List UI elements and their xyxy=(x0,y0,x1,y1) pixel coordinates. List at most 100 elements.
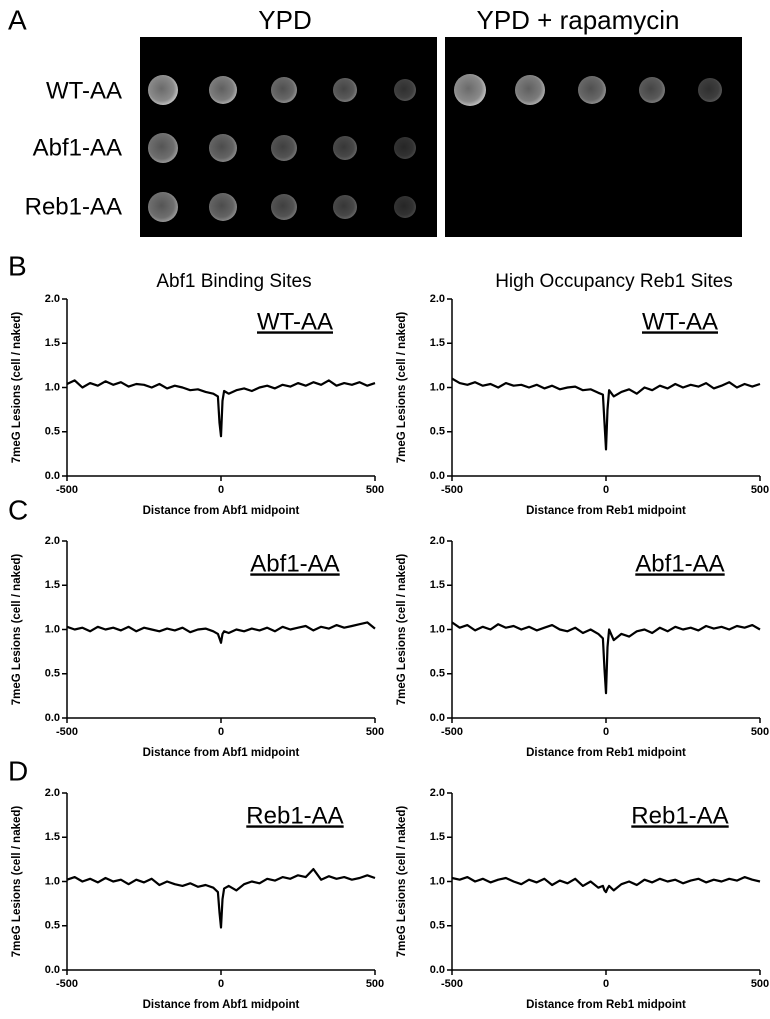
y-axis-label: 7meG Lesions (cell / naked) xyxy=(11,554,23,706)
colony-spot xyxy=(209,193,237,221)
y-tick-label: 1.5 xyxy=(45,831,60,843)
y-tick-label: 2.0 xyxy=(430,787,445,799)
panel-label: C xyxy=(8,494,28,525)
y-tick-label: 1.0 xyxy=(430,623,445,635)
y-tick-label: 1.0 xyxy=(45,623,60,635)
colony-spot xyxy=(271,135,297,161)
x-axis-label: Distance from Abf1 midpoint xyxy=(143,505,300,517)
column-title: High Occupancy Reb1 Sites xyxy=(495,271,733,292)
colony-spot xyxy=(271,194,297,220)
x-tick-label: -500 xyxy=(441,484,463,496)
y-tick-label: 0.0 xyxy=(430,470,445,482)
x-axis-label: Distance from Reb1 midpoint xyxy=(526,505,686,517)
x-tick-label: 0 xyxy=(603,726,609,738)
x-tick-label: 500 xyxy=(751,484,769,496)
y-tick-label: 1.0 xyxy=(45,875,60,887)
x-axis-label: Distance from Reb1 midpoint xyxy=(526,999,686,1011)
colony-spot xyxy=(639,77,665,103)
chart-title: Reb1-AA xyxy=(246,802,343,829)
condition-label: YPD xyxy=(258,5,311,35)
y-tick-label: 0.5 xyxy=(430,426,445,438)
panel-label: D xyxy=(8,755,28,786)
y-tick-label: 1.5 xyxy=(430,831,445,843)
panel-label: B xyxy=(8,250,27,281)
y-tick-label: 2.0 xyxy=(45,787,60,799)
data-line xyxy=(66,868,376,929)
y-tick-label: 2.0 xyxy=(430,535,445,547)
y-tick-label: 2.0 xyxy=(45,535,60,547)
chart-title: WT-AA xyxy=(257,308,333,335)
y-tick-label: 1.5 xyxy=(45,337,60,349)
x-tick-label: -500 xyxy=(56,726,78,738)
y-tick-label: 0.0 xyxy=(430,712,445,724)
strain-label: WT-AA xyxy=(46,77,122,104)
chart-title: WT-AA xyxy=(642,308,718,335)
y-axis-label: 7meG Lesions (cell / naked) xyxy=(396,806,408,958)
colony-spot xyxy=(698,78,722,102)
y-tick-label: 0.5 xyxy=(45,426,60,438)
colony-spot xyxy=(333,195,357,219)
x-tick-label: -500 xyxy=(56,978,78,990)
x-axis-label: Distance from Abf1 midpoint xyxy=(143,747,300,759)
y-axis-label: 7meG Lesions (cell / naked) xyxy=(11,806,23,958)
x-tick-label: 500 xyxy=(366,726,384,738)
x-tick-label: 0 xyxy=(218,484,224,496)
y-tick-label: 2.0 xyxy=(45,293,60,305)
data-line xyxy=(451,621,761,695)
colony-spot xyxy=(148,75,178,105)
y-tick-label: 0.0 xyxy=(430,964,445,976)
colony-spot xyxy=(515,75,545,105)
x-tick-label: 0 xyxy=(603,978,609,990)
colony-spot xyxy=(209,134,237,162)
x-tick-label: 500 xyxy=(751,726,769,738)
y-tick-label: 0.0 xyxy=(45,712,60,724)
colony-spot xyxy=(394,137,416,159)
x-tick-label: -500 xyxy=(56,484,78,496)
y-tick-label: 0.0 xyxy=(45,470,60,482)
y-axis-label: 7meG Lesions (cell / naked) xyxy=(396,554,408,706)
column-title: Abf1 Binding Sites xyxy=(156,271,311,292)
y-tick-label: 1.0 xyxy=(45,381,60,393)
colony-spot xyxy=(454,74,486,106)
x-tick-label: -500 xyxy=(441,978,463,990)
x-tick-label: 500 xyxy=(751,978,769,990)
strain-label: Abf1-AA xyxy=(33,134,122,161)
colony-spot xyxy=(578,76,606,104)
y-tick-label: 0.5 xyxy=(45,668,60,680)
x-axis-label: Distance from Reb1 midpoint xyxy=(526,747,686,759)
colony-spot xyxy=(333,78,357,102)
y-axis-label: 7meG Lesions (cell / naked) xyxy=(11,312,23,464)
condition-label: YPD + rapamycin xyxy=(476,5,679,35)
x-tick-label: 500 xyxy=(366,484,384,496)
colony-spot xyxy=(394,196,416,218)
plate-rapamycin xyxy=(445,37,742,237)
x-tick-label: 0 xyxy=(603,484,609,496)
colony-spot xyxy=(333,136,357,160)
x-axis-label: Distance from Abf1 midpoint xyxy=(143,999,300,1011)
y-tick-label: 0.5 xyxy=(430,920,445,932)
x-tick-label: 0 xyxy=(218,978,224,990)
chart-title: Abf1-AA xyxy=(250,550,339,577)
y-tick-label: 0.5 xyxy=(430,668,445,680)
colony-spot xyxy=(271,77,297,103)
y-tick-label: 2.0 xyxy=(430,293,445,305)
strain-label: Reb1-AA xyxy=(25,193,122,220)
x-tick-label: -500 xyxy=(441,726,463,738)
data-line xyxy=(451,876,761,894)
y-tick-label: 1.0 xyxy=(430,875,445,887)
y-tick-label: 1.5 xyxy=(430,579,445,591)
data-line xyxy=(451,377,761,451)
y-axis-label: 7meG Lesions (cell / naked) xyxy=(396,312,408,464)
colony-spot xyxy=(148,192,178,222)
data-line xyxy=(66,379,376,438)
panel-label: A xyxy=(8,4,27,35)
chart-title: Abf1-AA xyxy=(635,550,724,577)
colony-spot xyxy=(394,79,416,101)
chart-title: Reb1-AA xyxy=(631,802,728,829)
colony-spot xyxy=(209,76,237,104)
x-tick-label: 500 xyxy=(366,978,384,990)
data-line xyxy=(66,621,376,644)
y-tick-label: 1.5 xyxy=(45,579,60,591)
colony-spot xyxy=(148,133,178,163)
